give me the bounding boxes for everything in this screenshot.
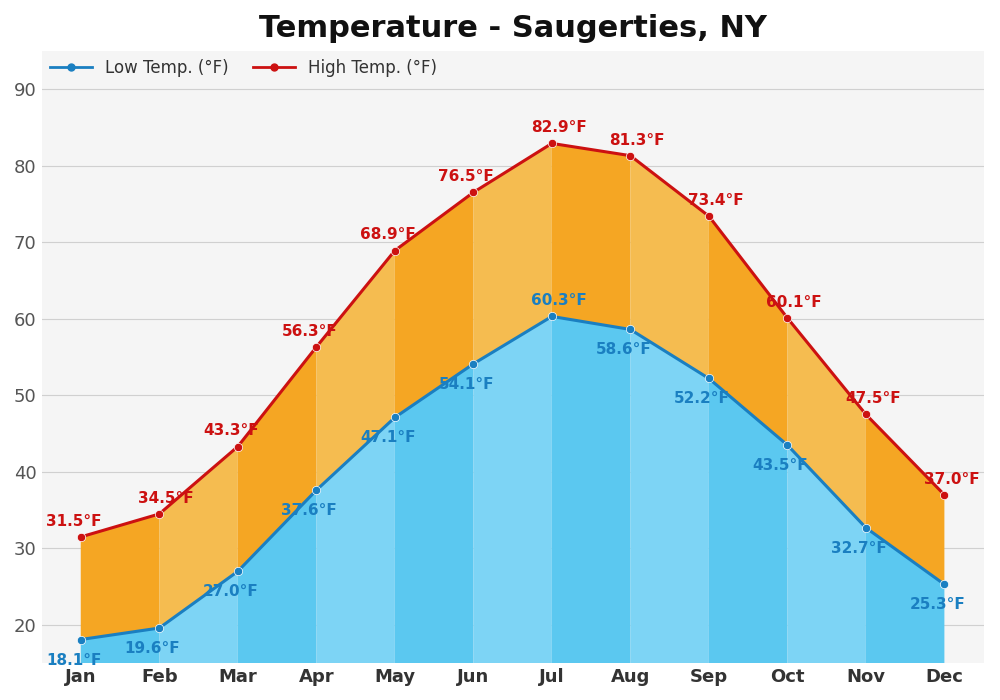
Low Temp. (°F) bbox=[310, 486, 322, 494]
Text: 47.1°F: 47.1°F bbox=[360, 430, 416, 445]
Polygon shape bbox=[552, 144, 630, 330]
Low Temp. (°F) bbox=[624, 326, 636, 334]
Text: 73.4°F: 73.4°F bbox=[688, 193, 744, 208]
Polygon shape bbox=[395, 193, 473, 417]
Low Temp. (°F) bbox=[232, 567, 244, 575]
High Temp. (°F) bbox=[75, 533, 87, 541]
Low Temp. (°F) bbox=[467, 360, 479, 368]
Text: 37.6°F: 37.6°F bbox=[281, 503, 337, 518]
Polygon shape bbox=[159, 447, 238, 628]
Text: 18.1°F: 18.1°F bbox=[46, 652, 101, 668]
Text: 32.7°F: 32.7°F bbox=[831, 540, 887, 556]
Polygon shape bbox=[866, 528, 944, 664]
Text: 47.5°F: 47.5°F bbox=[845, 391, 901, 406]
High Temp. (°F) bbox=[232, 442, 244, 451]
High Temp. (°F) bbox=[546, 139, 558, 148]
Polygon shape bbox=[552, 316, 630, 664]
Polygon shape bbox=[630, 155, 709, 379]
Text: 58.6°F: 58.6°F bbox=[596, 342, 651, 358]
Text: 60.3°F: 60.3°F bbox=[531, 293, 587, 308]
Text: 31.5°F: 31.5°F bbox=[46, 514, 102, 528]
Text: 27.0°F: 27.0°F bbox=[203, 584, 259, 599]
Polygon shape bbox=[787, 318, 866, 528]
Text: 76.5°F: 76.5°F bbox=[438, 169, 494, 184]
Polygon shape bbox=[159, 571, 238, 664]
Text: 56.3°F: 56.3°F bbox=[281, 324, 337, 339]
Text: 43.5°F: 43.5°F bbox=[753, 458, 808, 473]
Low Temp. (°F) bbox=[703, 374, 715, 383]
Text: 37.0°F: 37.0°F bbox=[924, 472, 979, 486]
Low Temp. (°F) bbox=[389, 413, 401, 421]
Polygon shape bbox=[473, 144, 552, 364]
High Temp. (°F) bbox=[860, 410, 872, 419]
Line: Low Temp. (°F): Low Temp. (°F) bbox=[77, 312, 949, 644]
Text: 81.3°F: 81.3°F bbox=[610, 132, 665, 148]
Text: 60.1°F: 60.1°F bbox=[766, 295, 822, 310]
Polygon shape bbox=[473, 316, 552, 664]
High Temp. (°F) bbox=[467, 188, 479, 197]
Polygon shape bbox=[238, 490, 316, 664]
Text: 82.9°F: 82.9°F bbox=[531, 120, 587, 135]
Line: High Temp. (°F): High Temp. (°F) bbox=[77, 139, 949, 541]
Low Temp. (°F) bbox=[860, 524, 872, 532]
Polygon shape bbox=[316, 251, 395, 490]
Polygon shape bbox=[709, 379, 787, 664]
High Temp. (°F) bbox=[153, 510, 165, 518]
Low Temp. (°F) bbox=[781, 441, 793, 449]
Polygon shape bbox=[866, 414, 944, 584]
Polygon shape bbox=[316, 417, 395, 664]
Text: 54.1°F: 54.1°F bbox=[439, 377, 494, 392]
Text: 19.6°F: 19.6°F bbox=[125, 641, 180, 656]
Polygon shape bbox=[81, 628, 159, 664]
Polygon shape bbox=[630, 330, 709, 664]
High Temp. (°F) bbox=[389, 246, 401, 255]
Low Temp. (°F) bbox=[153, 624, 165, 632]
Text: 43.3°F: 43.3°F bbox=[203, 424, 259, 438]
Title: Temperature - Saugerties, NY: Temperature - Saugerties, NY bbox=[259, 14, 767, 43]
Polygon shape bbox=[81, 514, 159, 640]
Polygon shape bbox=[395, 364, 473, 664]
Low Temp. (°F) bbox=[938, 580, 950, 589]
Polygon shape bbox=[238, 347, 316, 571]
Polygon shape bbox=[787, 445, 866, 664]
Low Temp. (°F) bbox=[75, 636, 87, 644]
Polygon shape bbox=[709, 216, 787, 445]
Text: 34.5°F: 34.5°F bbox=[138, 491, 194, 506]
High Temp. (°F) bbox=[624, 151, 636, 160]
High Temp. (°F) bbox=[781, 314, 793, 322]
High Temp. (°F) bbox=[703, 212, 715, 220]
Legend: Low Temp. (°F), High Temp. (°F): Low Temp. (°F), High Temp. (°F) bbox=[50, 59, 437, 77]
Low Temp. (°F) bbox=[546, 312, 558, 321]
High Temp. (°F) bbox=[938, 491, 950, 499]
Text: 25.3°F: 25.3°F bbox=[910, 597, 965, 612]
High Temp. (°F) bbox=[310, 343, 322, 351]
Text: 68.9°F: 68.9°F bbox=[360, 228, 416, 242]
Text: 52.2°F: 52.2°F bbox=[674, 391, 730, 407]
